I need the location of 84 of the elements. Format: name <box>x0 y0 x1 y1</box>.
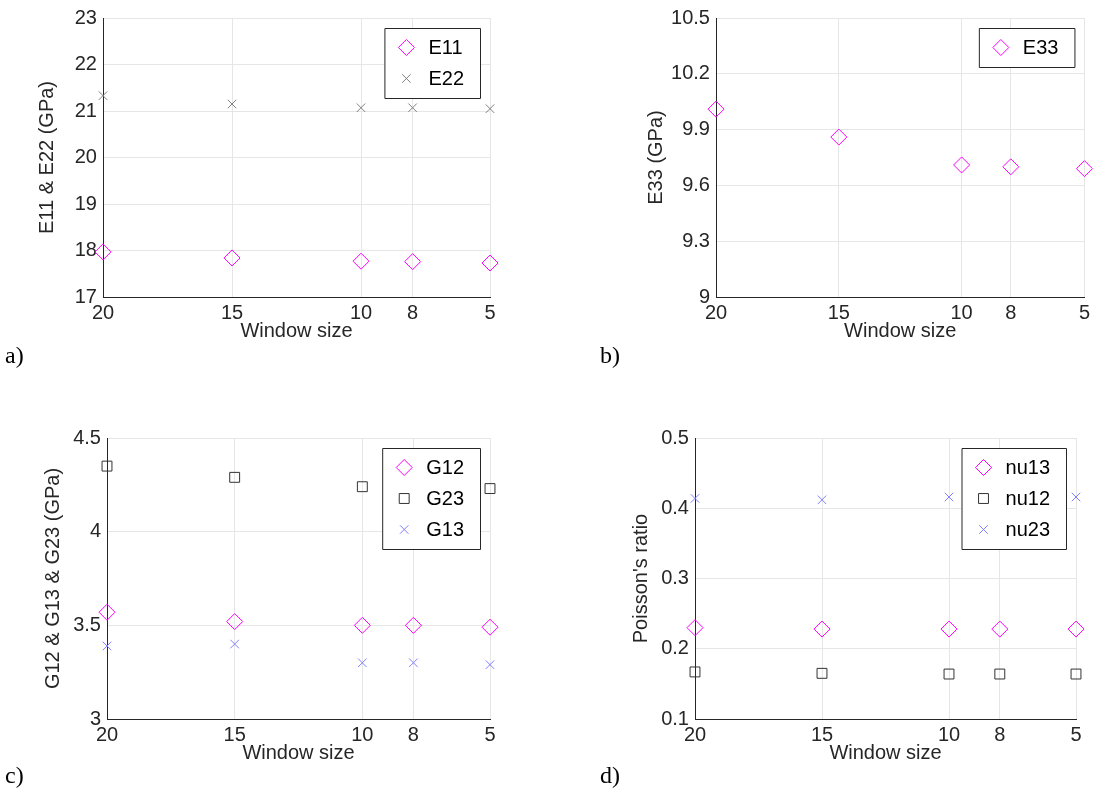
x-tick-label: 8 <box>994 722 1006 745</box>
point <box>98 90 108 101</box>
point <box>991 620 1009 638</box>
y-tick-label: 10.2 <box>671 61 710 84</box>
y-tick-label: 19 <box>74 191 97 214</box>
y-tick-label: 20 <box>74 145 97 168</box>
point <box>407 103 418 113</box>
x-tick-label: 5 <box>1078 300 1090 323</box>
legend-label: nu13 <box>1005 456 1051 479</box>
x-tick-label: 5 <box>1070 722 1082 745</box>
y-tick-label: 0.3 <box>661 566 689 589</box>
legend-label: E11 <box>428 36 463 59</box>
point <box>994 668 1006 680</box>
point <box>830 128 848 146</box>
point <box>485 659 495 670</box>
y-tick-label: 18 <box>74 238 97 261</box>
point <box>408 658 419 668</box>
y-axis-title: E33 (GPa) <box>643 110 666 205</box>
legend-label: nu23 <box>1005 518 1051 541</box>
y-tick-label: 21 <box>74 98 97 121</box>
point <box>357 658 368 668</box>
x-tick-label: 8 <box>407 300 419 323</box>
point <box>94 243 112 261</box>
legend-label: G13 <box>426 518 465 541</box>
point <box>817 495 827 505</box>
point <box>485 103 495 114</box>
point <box>816 667 828 679</box>
x-tick-label: 8 <box>407 722 419 745</box>
text: d) <box>600 762 620 789</box>
y-tick-label: 23 <box>74 5 97 28</box>
point <box>102 641 112 651</box>
legend-label: G12 <box>426 456 465 479</box>
y-tick-label: 0.4 <box>661 495 689 518</box>
y-tick-label: 3.5 <box>73 612 101 635</box>
point <box>484 483 496 495</box>
point <box>352 252 370 270</box>
legend-label: G23 <box>426 487 465 510</box>
x-tick-label: 8 <box>1005 300 1017 323</box>
legend-label: nu12 <box>1005 487 1051 510</box>
legend-label: E22 <box>428 67 465 90</box>
point <box>404 616 422 634</box>
point <box>1002 158 1020 176</box>
point <box>940 620 958 638</box>
point <box>813 620 831 638</box>
point <box>481 618 499 636</box>
y-tick-label: 9.3 <box>682 228 710 251</box>
y-tick-label: 22 <box>74 52 97 75</box>
y-tick-label: 9.9 <box>682 117 710 140</box>
point <box>356 103 366 113</box>
text: a) <box>5 342 24 369</box>
y-axis-title: G12 & G13 & G23 (GPa) <box>40 467 63 690</box>
point <box>943 668 955 680</box>
point <box>223 249 241 267</box>
point <box>226 613 244 631</box>
point <box>689 666 701 678</box>
point <box>356 481 368 493</box>
point <box>101 460 113 472</box>
point <box>227 99 237 109</box>
point <box>686 619 704 637</box>
legend-label: E33 <box>1022 36 1059 59</box>
point <box>481 254 499 272</box>
text: b) <box>600 342 620 369</box>
y-axis-title: E11 & E22 (GPa) <box>34 80 57 235</box>
y-tick-label: 4.5 <box>73 425 101 448</box>
point <box>690 493 700 504</box>
point <box>404 253 422 271</box>
point <box>353 616 371 634</box>
point <box>1075 160 1093 178</box>
point <box>707 100 725 118</box>
point <box>1067 620 1085 638</box>
y-tick-label: 4 <box>89 519 101 542</box>
point <box>98 603 116 621</box>
y-tick-label: 0.2 <box>661 636 689 659</box>
point <box>953 156 971 174</box>
text: c) <box>5 762 24 789</box>
y-axis-title: Poisson's ratio <box>628 513 651 644</box>
point <box>229 471 241 483</box>
y-tick-label: 9.6 <box>682 172 710 195</box>
y-tick-label: 10.5 <box>671 5 710 28</box>
point <box>1070 668 1082 680</box>
point <box>229 639 240 649</box>
y-tick-label: 0.5 <box>661 425 689 448</box>
x-tick-label: 5 <box>484 300 496 323</box>
x-tick-label: 5 <box>484 722 496 745</box>
